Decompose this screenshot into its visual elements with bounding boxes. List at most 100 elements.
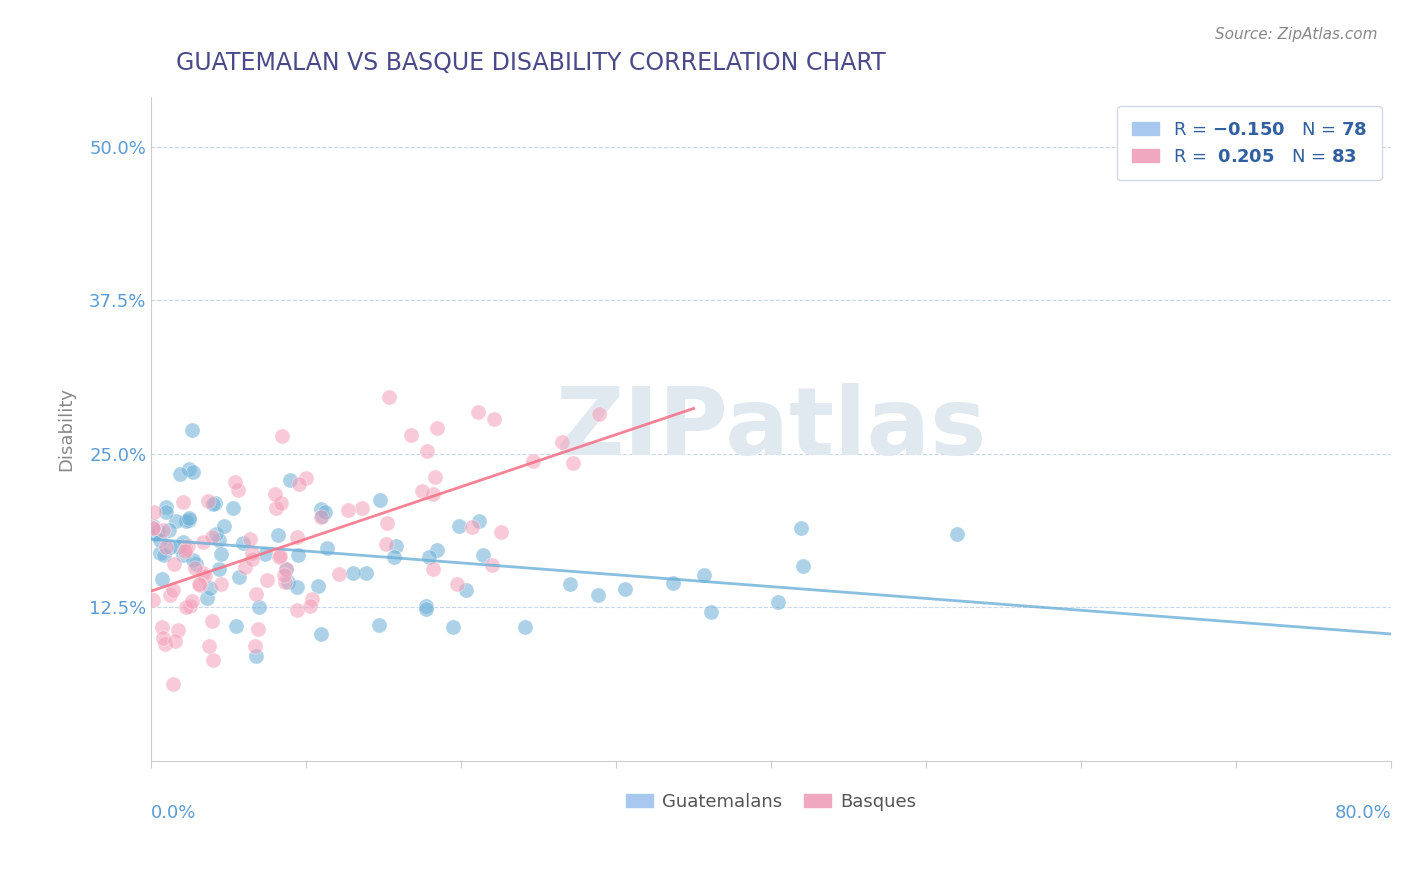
Basques: [285, 603, 308, 617]
Guatemalans: [693, 568, 716, 582]
Guatemalans: [287, 549, 309, 563]
Basques: [299, 599, 322, 613]
Guatemalans: [368, 617, 391, 632]
Basques: [246, 622, 269, 636]
Basques: [416, 443, 439, 458]
Guatemalans: [181, 553, 204, 567]
Basques: [165, 634, 187, 648]
Basques: [143, 505, 166, 519]
Guatemalans: [177, 462, 200, 476]
Guatemalans: [316, 541, 339, 555]
Basques: [240, 546, 263, 560]
Basques: [193, 568, 215, 582]
Basques: [197, 640, 219, 654]
Guatemalans: [468, 514, 491, 528]
Basques: [288, 477, 311, 491]
Guatemalans: [309, 502, 332, 516]
Guatemalans: [155, 500, 177, 514]
Text: GUATEMALAN VS BASQUE DISABILITY CORRELATION CHART: GUATEMALAN VS BASQUE DISABILITY CORRELAT…: [176, 51, 886, 75]
Y-axis label: Disability: Disability: [58, 387, 75, 471]
Basques: [162, 583, 184, 598]
Basques: [294, 470, 316, 484]
Basques: [285, 530, 308, 544]
Basques: [264, 487, 287, 501]
Basques: [301, 591, 323, 606]
Guatemalans: [277, 574, 299, 589]
Basques: [422, 561, 444, 575]
Guatemalans: [177, 512, 200, 526]
Legend: Guatemalans, Basques: Guatemalans, Basques: [619, 786, 924, 818]
Basques: [187, 576, 209, 591]
Guatemalans: [790, 521, 813, 535]
Basques: [270, 496, 292, 510]
Guatemalans: [274, 562, 297, 576]
Basques: [200, 530, 222, 544]
Basques: [522, 454, 544, 468]
Guatemalans: [426, 542, 449, 557]
Guatemalans: [167, 540, 190, 554]
Guatemalans: [204, 496, 226, 510]
Basques: [142, 521, 165, 535]
Guatemalans: [415, 602, 437, 616]
Basques: [239, 533, 262, 547]
Guatemalans: [245, 648, 267, 663]
Guatemalans: [946, 527, 969, 541]
Text: ZIPatlas: ZIPatlas: [555, 384, 987, 475]
Guatemalans: [208, 562, 231, 576]
Text: 80.0%: 80.0%: [1334, 804, 1391, 822]
Guatemalans: [385, 539, 408, 553]
Basques: [179, 599, 201, 614]
Basques: [240, 552, 263, 566]
Guatemalans: [415, 599, 437, 614]
Guatemalans: [172, 548, 194, 562]
Guatemalans: [225, 619, 247, 633]
Basques: [245, 587, 267, 601]
Guatemalans: [700, 605, 723, 619]
Guatemalans: [342, 566, 364, 580]
Text: Source: ZipAtlas.com: Source: ZipAtlas.com: [1215, 27, 1378, 42]
Guatemalans: [155, 505, 177, 519]
Basques: [201, 614, 224, 628]
Basques: [159, 588, 181, 602]
Guatemalans: [382, 549, 405, 564]
Guatemalans: [558, 577, 581, 591]
Guatemalans: [247, 599, 270, 614]
Basques: [374, 537, 396, 551]
Guatemalans: [447, 519, 470, 533]
Basques: [224, 475, 246, 489]
Basques: [233, 560, 256, 574]
Basques: [551, 434, 574, 449]
Basques: [274, 575, 297, 590]
Basques: [411, 484, 433, 499]
Guatemalans: [204, 527, 226, 541]
Guatemalans: [314, 505, 336, 519]
Guatemalans: [157, 523, 180, 537]
Guatemalans: [307, 578, 329, 592]
Guatemalans: [309, 626, 332, 640]
Basques: [311, 509, 333, 524]
Basques: [173, 544, 195, 558]
Basques: [162, 677, 184, 691]
Guatemalans: [209, 547, 232, 561]
Basques: [461, 520, 484, 534]
Basques: [150, 620, 173, 634]
Guatemalans: [222, 501, 245, 516]
Text: 0.0%: 0.0%: [152, 804, 197, 822]
Basques: [273, 568, 295, 582]
Guatemalans: [792, 559, 814, 574]
Guatemalans: [214, 519, 236, 533]
Basques: [489, 524, 512, 539]
Basques: [426, 421, 449, 435]
Basques: [183, 561, 205, 575]
Guatemalans: [766, 595, 789, 609]
Basques: [350, 500, 373, 515]
Basques: [588, 408, 610, 422]
Basques: [245, 640, 267, 654]
Basques: [191, 534, 214, 549]
Guatemalans: [311, 509, 333, 524]
Guatemalans: [143, 527, 166, 541]
Guatemalans: [149, 533, 172, 547]
Basques: [467, 405, 489, 419]
Guatemalans: [614, 582, 637, 596]
Guatemalans: [662, 575, 685, 590]
